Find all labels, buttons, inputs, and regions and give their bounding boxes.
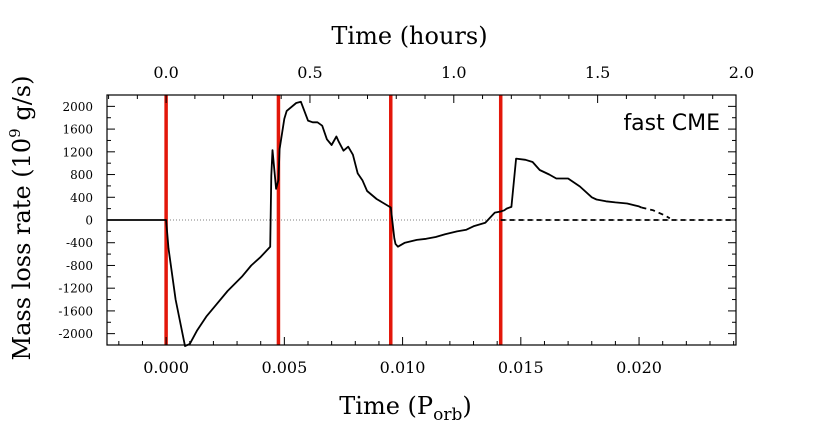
y-axis-label: Mass loss rate (109 g/s)	[6, 75, 36, 360]
series-line-1	[107, 100, 642, 348]
bottom-tick-label: 0.010	[380, 358, 426, 377]
top-tick-label: 2.0	[729, 63, 754, 82]
top-tick-label: 0.0	[153, 63, 178, 82]
left-tick-label: 1200	[62, 145, 93, 159]
left-tick-label: 1600	[62, 123, 93, 137]
event-lines-layer	[164, 95, 503, 345]
series-line-2	[641, 206, 671, 220]
left-tick-label: -800	[66, 259, 93, 273]
left-tick-label: -1200	[58, 282, 93, 296]
y-axis-label-superscript: 9	[6, 128, 24, 138]
bottom-axis-label-subscript: orb	[433, 405, 462, 425]
top-axis-label: Time (hours)	[331, 22, 487, 50]
bottom-tick-label: 0.000	[143, 358, 189, 377]
y-axis-label-main: Mass loss rate (10	[8, 138, 36, 361]
bottom-axis-label: Time (Porb)	[339, 392, 471, 425]
bottom-axis-label-main: Time (P	[339, 392, 433, 420]
left-tick-label: 0	[85, 214, 93, 228]
top-tick-label: 0.5	[297, 63, 322, 82]
bottom-tick-label: 0.005	[261, 358, 307, 377]
bottom-tick-label: 0.015	[498, 358, 544, 377]
left-tick-label: -2000	[58, 327, 93, 341]
left-tick-label: 800	[70, 168, 93, 182]
series-layer	[107, 100, 736, 348]
top-tick-label: 1.5	[585, 63, 610, 82]
left-tick-label: -1600	[58, 304, 93, 318]
left-tick-label: -400	[66, 236, 93, 250]
left-tick-label: 400	[70, 191, 93, 205]
y-axis-label-unit: g/s)	[8, 75, 36, 128]
top-tick-label: 1.0	[441, 63, 466, 82]
left-tick-label: 2000	[62, 100, 93, 114]
axes-layer: 0.000 0.005 0.010 0.015 0.020 0.0 0.5 1.0 1.5 2.0…	[58, 63, 754, 377]
fast-cme-annotation: fast CME	[623, 111, 720, 136]
bottom-axis-label-close: )	[462, 392, 471, 420]
bottom-tick-label: 0.020	[616, 358, 662, 377]
